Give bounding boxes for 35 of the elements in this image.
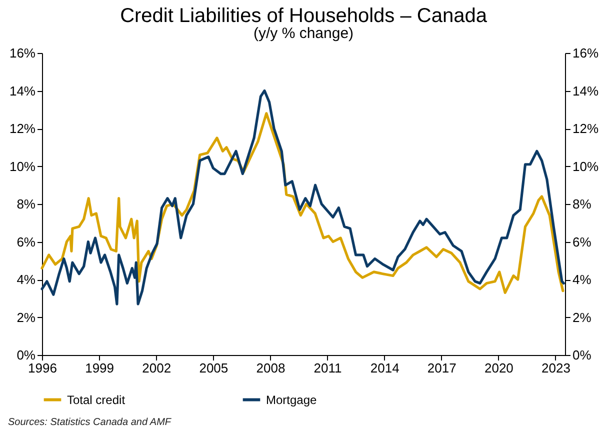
y2-tick-label: 6% <box>572 234 592 250</box>
y-tick-label: 8% <box>16 196 36 212</box>
y2-tick-label: 14% <box>572 83 599 98</box>
y-tick-label: 2% <box>16 310 36 325</box>
y2-tick-label: 2% <box>572 310 592 325</box>
y-tick-label: 10% <box>9 158 36 174</box>
y-tick-label: 16% <box>9 46 36 60</box>
y-tick-label: 14% <box>9 83 36 98</box>
x-tick-label: 2023 <box>542 360 570 376</box>
y-tick-label: 6% <box>16 234 36 250</box>
x-tick-label: 2014 <box>370 360 400 376</box>
y2-tick-label: 12% <box>572 121 599 136</box>
x-tick-label: 2008 <box>256 360 286 376</box>
y2-tick-label: 16% <box>572 46 599 60</box>
y-tick-label: 4% <box>16 272 36 287</box>
x-tick-label: 2020 <box>484 360 514 376</box>
y-tick-label: 12% <box>9 121 36 136</box>
x-tick-label: 2011 <box>314 360 342 376</box>
x-tick-label: 2005 <box>199 360 228 376</box>
x-tick-label: 2002 <box>142 360 172 376</box>
legend-label: Mortgage <box>266 392 318 407</box>
line-series <box>40 112 564 294</box>
y2-tick-label: 0% <box>572 348 592 362</box>
y-tick-label: 0% <box>16 348 36 362</box>
x-tick-label: 1996 <box>28 360 57 376</box>
x-tick-label: 1999 <box>85 360 114 376</box>
chart-subtitle: (y/y % change) <box>253 25 354 42</box>
x-tick-label: 2017 <box>427 360 456 376</box>
legend-label: Total credit <box>67 392 126 407</box>
y2-tick-label: 8% <box>572 196 592 212</box>
source-note: Sources: Statistics Canada and AMF <box>8 417 172 428</box>
y2-tick-label: 10% <box>572 158 599 174</box>
line-series <box>40 89 565 306</box>
chart-title: Credit Liabilities of Households – Canada <box>120 5 488 27</box>
y2-tick-label: 4% <box>572 272 592 287</box>
